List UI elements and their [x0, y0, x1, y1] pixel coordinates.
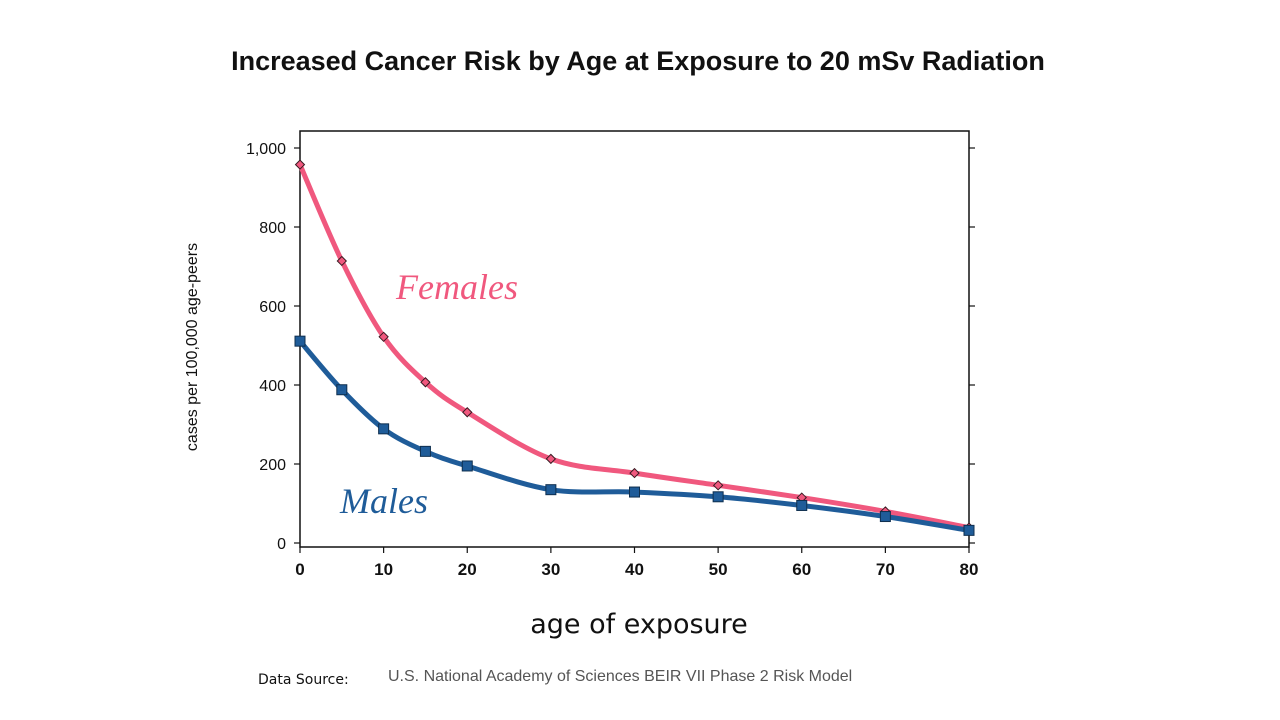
- data-point-females: [294, 159, 306, 170]
- data-source-label: Data Source:: [258, 672, 349, 688]
- x-tick-label: 50: [709, 560, 728, 579]
- x-axis: 0 10 20 30 40 50 60 70 80: [295, 547, 978, 579]
- series-label-females: Females: [395, 267, 518, 307]
- x-tick-label: 30: [541, 560, 560, 579]
- data-point-males: [419, 445, 431, 457]
- data-point-males: [461, 460, 473, 472]
- x-tick-label: 80: [960, 560, 979, 579]
- data-source-text: U.S. National Academy of Sciences BEIR V…: [388, 668, 852, 685]
- x-tick-label: 60: [792, 560, 811, 579]
- series-line-females: [297, 162, 972, 531]
- y-tick-label: 1,000: [246, 141, 286, 158]
- x-tick-label: 0: [295, 560, 304, 579]
- y-tick-label: 200: [259, 457, 286, 474]
- y-tick-label: 600: [259, 299, 286, 316]
- x-tick-label: 70: [876, 560, 895, 579]
- chart-title: Increased Cancer Risk by Age at Exposure…: [231, 46, 1045, 76]
- data-point-males: [294, 335, 306, 347]
- series-layer: [294, 159, 975, 536]
- y-axis-label: cases per 100,000 age-peers: [184, 243, 201, 451]
- data-point-males: [963, 524, 975, 536]
- y-tick-label: 400: [259, 378, 286, 395]
- data-point-females: [378, 331, 389, 343]
- series-line-males: [297, 338, 972, 533]
- y-tick-label: 0: [277, 536, 286, 553]
- x-axis-label: age of exposure: [530, 609, 748, 640]
- data-point-females: [420, 377, 431, 388]
- series-label-males: Males: [339, 481, 428, 521]
- y-tick-label: 800: [259, 220, 286, 237]
- data-point-females: [712, 480, 724, 491]
- data-point-males: [336, 384, 348, 396]
- data-point-males: [796, 499, 808, 511]
- data-point-females: [629, 467, 640, 479]
- data-point-females: [545, 453, 557, 465]
- x-tick-label: 20: [458, 560, 477, 579]
- data-point-males: [629, 486, 640, 498]
- data-point-males: [712, 491, 724, 503]
- data-point-females: [336, 255, 348, 267]
- x-tick-label: 40: [625, 560, 644, 579]
- data-point-females: [462, 407, 473, 418]
- y-axis: 0 200 400 600 800 1,000: [246, 141, 975, 553]
- data-point-males: [545, 484, 557, 496]
- data-point-males: [879, 511, 891, 523]
- x-tick-label: 10: [374, 560, 393, 579]
- data-point-males: [378, 423, 390, 435]
